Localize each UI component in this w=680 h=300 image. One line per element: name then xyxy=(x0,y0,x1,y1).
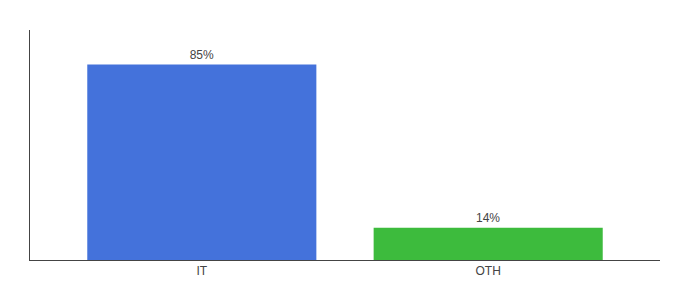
svg-text:OTH: OTH xyxy=(476,264,501,278)
svg-text:IT: IT xyxy=(196,264,207,278)
svg-text:85%: 85% xyxy=(190,48,214,62)
svg-text:14%: 14% xyxy=(476,211,500,225)
